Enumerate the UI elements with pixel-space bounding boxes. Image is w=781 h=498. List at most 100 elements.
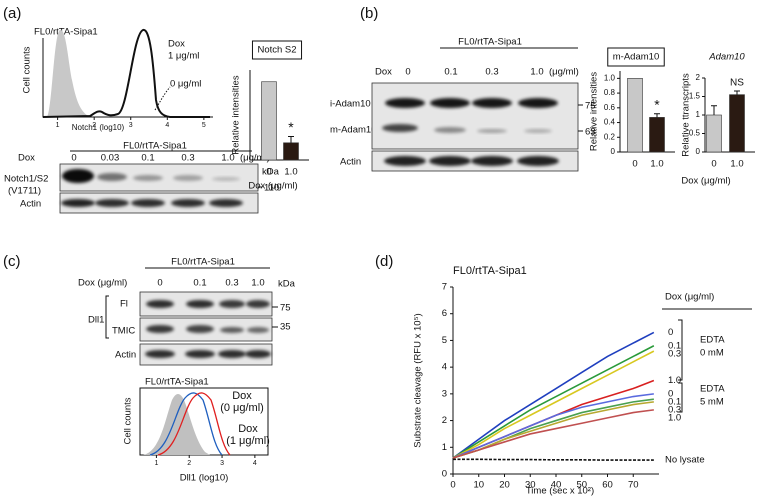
series-line bbox=[452, 379, 655, 459]
bar bbox=[706, 114, 722, 153]
dox-label: Dox (μg/ml) bbox=[78, 278, 127, 289]
lane-label: 0.3 bbox=[225, 278, 238, 289]
blot-band bbox=[434, 127, 466, 133]
blot-band bbox=[95, 199, 129, 207]
hist-curve bbox=[157, 392, 231, 456]
series-label: 0.3 bbox=[668, 348, 681, 359]
error-bar bbox=[288, 136, 294, 143]
bar bbox=[649, 117, 665, 153]
lane-label: 0.1 bbox=[141, 153, 154, 164]
blot-band bbox=[185, 350, 215, 358]
x-tick-label: 0 bbox=[450, 480, 455, 491]
bar bbox=[283, 142, 299, 161]
blot-frame bbox=[371, 82, 579, 150]
series-label: No lysate bbox=[665, 455, 705, 466]
series-label: 1.0 bbox=[668, 375, 681, 386]
marker-label: 75 bbox=[280, 303, 291, 314]
blot-band bbox=[219, 300, 245, 308]
kda-label: kDa bbox=[262, 167, 280, 178]
hist-curve bbox=[42, 29, 210, 118]
group-label: EDTA bbox=[700, 335, 725, 346]
lane-label: 1.0 bbox=[221, 153, 234, 164]
bar bbox=[729, 94, 745, 153]
blot-band bbox=[186, 325, 214, 333]
blot-band bbox=[146, 300, 174, 308]
y-tick-label: 0.6 bbox=[604, 103, 616, 112]
error-bar bbox=[734, 90, 740, 95]
series-line bbox=[452, 350, 655, 459]
hist-leader bbox=[154, 86, 171, 111]
x-tick-label: 30 bbox=[525, 480, 536, 491]
y-tick-label: 0.2 bbox=[604, 132, 616, 141]
x-label: Dox (μg/ml) bbox=[248, 181, 297, 192]
lane-label: 1.0 bbox=[251, 278, 264, 289]
y-tick-label: 0 bbox=[442, 469, 447, 480]
group-bracket bbox=[105, 295, 109, 339]
hist-fill bbox=[47, 29, 90, 117]
x-tick-label: 1 bbox=[154, 460, 158, 467]
series-label: 1.0 bbox=[668, 412, 681, 423]
group-label: 5 mM bbox=[700, 397, 724, 408]
title-box bbox=[251, 40, 303, 60]
x-tick-label: 20 bbox=[499, 480, 510, 491]
series-line bbox=[452, 401, 654, 459]
blot-band bbox=[518, 98, 558, 108]
y-tick-label: 0.4 bbox=[604, 118, 616, 127]
title-box bbox=[607, 47, 665, 67]
series-line bbox=[452, 331, 655, 459]
x-tick-label: 2 bbox=[187, 460, 191, 467]
panel-label: (b) bbox=[360, 5, 378, 22]
legend-text: (1 μg/ml) bbox=[226, 435, 270, 447]
hist-ticks: 1 2 3 4 bbox=[154, 455, 257, 467]
hist-ticks: 1 2 3 4 5 bbox=[56, 117, 206, 129]
blot-band bbox=[472, 98, 512, 108]
x-tick-label: 1.0 bbox=[650, 159, 663, 170]
series-line bbox=[452, 409, 654, 459]
series-line bbox=[452, 393, 654, 459]
y-tick-label: 1.5 bbox=[689, 92, 701, 101]
panel-label: (d) bbox=[375, 253, 393, 270]
series-label: 0 bbox=[668, 388, 673, 399]
lane-label: 0.03 bbox=[101, 153, 120, 164]
blot-band bbox=[97, 173, 127, 181]
group-label: 0 mM bbox=[700, 348, 724, 359]
blot-band bbox=[384, 156, 426, 166]
lane-label: 0 bbox=[157, 278, 162, 289]
y-label: Relative intensities bbox=[589, 72, 600, 151]
x-tick-label: 10 bbox=[473, 480, 484, 491]
blot-band bbox=[430, 98, 470, 108]
blot-band bbox=[171, 199, 205, 207]
blot-band bbox=[246, 300, 270, 308]
legend-text: Dox bbox=[238, 423, 258, 435]
blot-band bbox=[133, 175, 163, 181]
x-tick-label: 60 bbox=[602, 480, 613, 491]
blot-band bbox=[209, 199, 243, 207]
y-tick-label: 2 bbox=[696, 73, 701, 82]
y-tick-label: 0 bbox=[696, 147, 701, 156]
error-bar bbox=[654, 113, 660, 118]
unit-label: (μg/ml) bbox=[240, 153, 270, 164]
x-label: Dll1 (log10) bbox=[180, 473, 229, 484]
series-line bbox=[452, 345, 655, 459]
annotation: Dox bbox=[168, 39, 185, 50]
group-label: EDTA bbox=[700, 384, 725, 395]
legend-text: Dox bbox=[232, 390, 252, 402]
marker-label: 63 bbox=[585, 127, 596, 138]
kda-label: kDa bbox=[278, 279, 296, 290]
x-tick-label: 3 bbox=[220, 460, 224, 467]
x-tick-label: 1.0 bbox=[730, 159, 743, 170]
x-tick-label: 5 bbox=[202, 122, 206, 129]
blot-band bbox=[477, 129, 507, 133]
x-tick-label: 4 bbox=[253, 460, 257, 467]
x-tick-label: 40 bbox=[551, 480, 562, 491]
row-label: Actin bbox=[115, 350, 136, 361]
chart-title: FL0/rtTA-Sipa1 bbox=[453, 265, 527, 277]
y-label: Cell counts bbox=[123, 397, 134, 444]
row-label: Actin bbox=[340, 157, 361, 168]
marker-label: 110 bbox=[264, 183, 279, 194]
x-tick-label: 70 bbox=[628, 480, 639, 491]
blot-band bbox=[524, 129, 552, 133]
lane-label: 0 bbox=[71, 153, 76, 164]
x-tick-label: 0 bbox=[266, 167, 271, 178]
